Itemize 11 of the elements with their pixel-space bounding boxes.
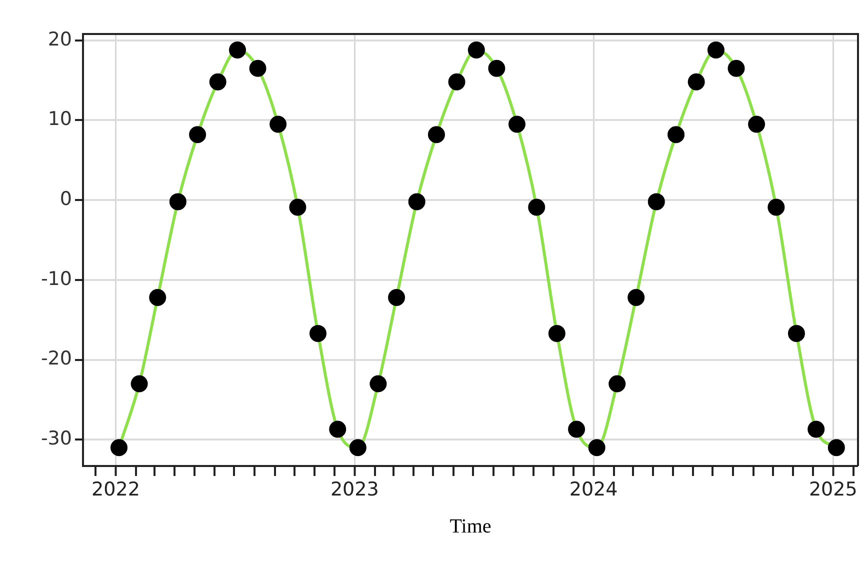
x-tick-label: 2025	[808, 478, 858, 500]
x-axis-title: Time	[450, 515, 492, 538]
x-tick-label: 2024	[569, 478, 618, 500]
x-tick-label: 2022	[92, 478, 140, 500]
y-tick-label: -10	[40, 268, 72, 290]
y-tick-label: -20	[40, 348, 72, 370]
y-tick-label: -30	[40, 428, 72, 450]
y-tick-label: 20	[48, 28, 72, 50]
x-tick-label: 2023	[330, 478, 379, 500]
y-tick-label: 0	[60, 188, 72, 210]
y-tick-label: 10	[48, 108, 72, 130]
